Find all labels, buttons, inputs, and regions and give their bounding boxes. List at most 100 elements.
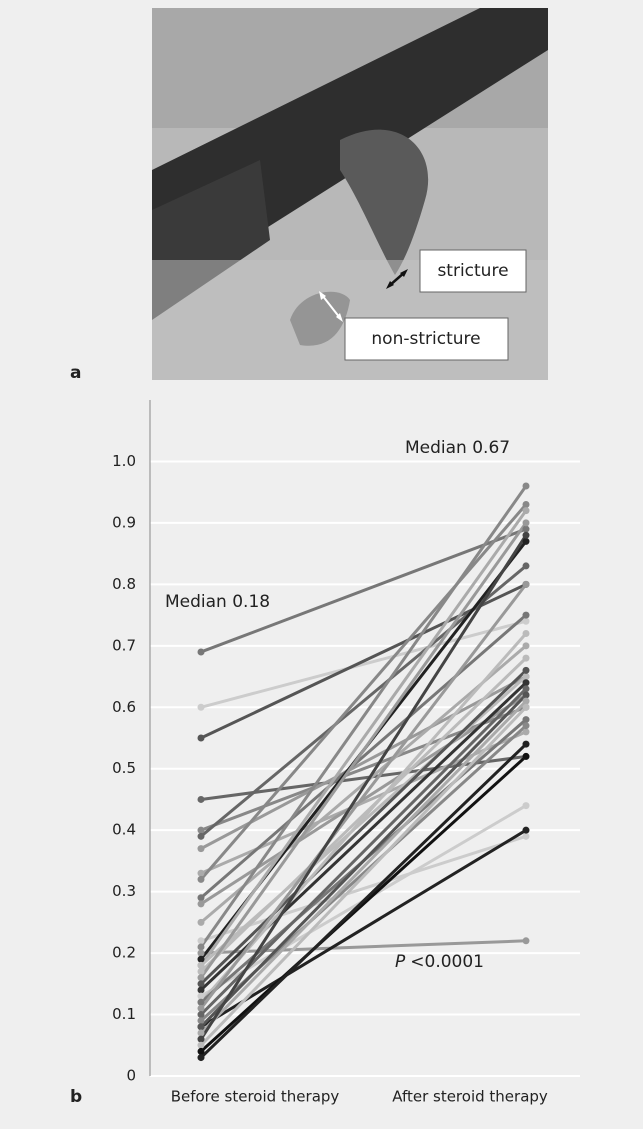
series-line	[200, 644, 527, 924]
point	[197, 992, 205, 1000]
panel-label: b	[70, 1087, 82, 1107]
point	[197, 845, 205, 853]
point	[197, 1035, 205, 1043]
x-tick-label: After steroid therapy	[392, 1088, 548, 1106]
series-line	[199, 706, 528, 1047]
point	[522, 722, 530, 730]
series-line	[199, 509, 528, 967]
point	[522, 728, 530, 736]
point	[197, 1023, 205, 1031]
point	[522, 562, 530, 570]
point	[522, 580, 530, 588]
point	[197, 986, 205, 994]
point	[522, 611, 530, 619]
point	[522, 703, 530, 711]
point	[522, 826, 530, 834]
point	[522, 525, 530, 533]
point	[522, 507, 530, 515]
y-tick-label: 0.9	[112, 513, 136, 531]
x-tick-label: Before steroid therapy	[171, 1088, 340, 1106]
point	[197, 974, 205, 982]
point	[197, 1004, 205, 1012]
point	[197, 1029, 205, 1037]
point	[197, 795, 205, 803]
point	[197, 734, 205, 742]
series-line	[199, 534, 528, 1040]
series-line	[199, 485, 528, 948]
point	[522, 740, 530, 748]
point	[522, 673, 530, 681]
point	[197, 1041, 205, 1049]
point	[522, 752, 530, 760]
series-line	[200, 828, 527, 1029]
y-tick-label: 0.4	[112, 821, 136, 839]
y-tick-label: 0.3	[112, 882, 136, 900]
point	[522, 697, 530, 705]
chart: 0 0.1 0.2 0.3 0.4 0.5 0.6 0.7 0.8 0.9 1.0 Before st…	[112, 400, 580, 1106]
y-tick-label: 0.2	[112, 944, 136, 962]
point	[197, 900, 205, 908]
annotation: Median 0.18	[165, 592, 270, 612]
point	[197, 937, 205, 945]
series-line	[200, 939, 527, 955]
series-line	[199, 669, 528, 985]
point	[197, 1017, 205, 1025]
point	[522, 500, 530, 508]
point	[522, 537, 530, 545]
point	[197, 955, 205, 963]
panel-label: a	[70, 363, 81, 383]
y-tick-label: 0.1	[112, 1005, 136, 1023]
point	[522, 802, 530, 810]
point	[522, 679, 530, 687]
point	[197, 998, 205, 1006]
series-line	[199, 657, 528, 973]
series-line	[199, 700, 528, 1035]
point	[197, 980, 205, 988]
annotation-text: <0.0001	[410, 952, 484, 972]
series-line	[199, 687, 528, 1016]
point	[522, 531, 530, 539]
series-line	[199, 743, 528, 1059]
series-line	[200, 675, 527, 850]
point	[197, 918, 205, 926]
point	[197, 875, 205, 883]
point	[522, 642, 530, 650]
point	[197, 826, 205, 834]
point	[197, 1047, 205, 1055]
annotation: Median 0.67	[405, 438, 510, 458]
y-tick-label: 0.5	[112, 759, 136, 777]
xray-image	[152, 8, 548, 380]
point	[197, 894, 205, 902]
point	[522, 691, 530, 699]
series-line	[200, 834, 527, 943]
point	[522, 654, 530, 662]
series-line	[199, 583, 528, 1010]
point	[197, 869, 205, 877]
y-tick-label: 0.8	[112, 575, 136, 593]
series-line	[200, 613, 527, 899]
series-line	[200, 619, 527, 709]
y-tick-label: 0	[126, 1067, 136, 1085]
series-line	[199, 503, 528, 881]
point	[197, 1011, 205, 1019]
point	[522, 519, 530, 527]
point	[522, 617, 530, 625]
annotation-text: Median 0.67	[405, 438, 510, 458]
point	[522, 685, 530, 693]
point	[197, 968, 205, 976]
series-line	[200, 705, 527, 832]
y-tick-label: 1.0	[112, 452, 136, 470]
point	[197, 949, 205, 957]
y-tick-label: 0.7	[112, 636, 136, 654]
y-tick-label: 0.6	[112, 698, 136, 716]
point	[522, 482, 530, 490]
point	[522, 630, 530, 638]
annotation: P <0.0001	[395, 952, 484, 972]
image-label: non-stricture	[371, 329, 480, 349]
point	[197, 832, 205, 840]
point	[522, 666, 530, 674]
point	[522, 716, 530, 724]
image-label: stricture	[437, 261, 508, 281]
